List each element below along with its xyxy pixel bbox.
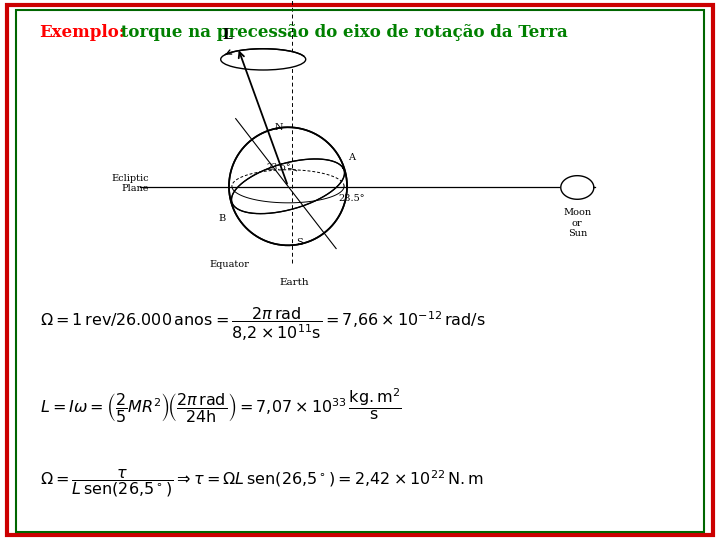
Ellipse shape: [294, 163, 333, 205]
Text: 23.5°: 23.5°: [267, 163, 292, 172]
Text: Equator: Equator: [209, 260, 249, 269]
Text: A: A: [348, 153, 355, 163]
Text: N: N: [275, 123, 284, 132]
Polygon shape: [232, 159, 344, 214]
Text: Moon
or
Sun: Moon or Sun: [563, 208, 591, 238]
Text: S: S: [297, 238, 303, 247]
Text: 23.5°: 23.5°: [338, 194, 365, 203]
Text: Earth: Earth: [279, 278, 309, 287]
Text: Exemplo:: Exemplo:: [40, 24, 125, 41]
Text: torque na precessão do eixo de rotação da Terra: torque na precessão do eixo de rotação d…: [115, 24, 568, 41]
Text: $\Omega = \dfrac{\tau}{L\,\mathrm{sen}(26{,}5^\circ)} \Rightarrow \tau = \Omega : $\Omega = \dfrac{\tau}{L\,\mathrm{sen}(2…: [40, 467, 484, 499]
Text: $\Omega = 1\,\mathrm{rev/26.000\,anos} = \dfrac{2\pi\,\mathrm{rad}}{8{,}2 \times: $\Omega = 1\,\mathrm{rev/26.000\,anos} =…: [40, 305, 485, 343]
Polygon shape: [229, 127, 347, 245]
Ellipse shape: [240, 165, 282, 212]
Ellipse shape: [221, 49, 306, 70]
Text: $L = I\omega = \left(\dfrac{2}{5}MR^2\right)\!\left(\dfrac{2\pi\,\mathrm{rad}}{2: $L = I\omega = \left(\dfrac{2}{5}MR^2\ri…: [40, 386, 401, 425]
Polygon shape: [561, 176, 594, 199]
Text: B: B: [218, 214, 225, 223]
Text: L: L: [222, 28, 232, 42]
Polygon shape: [229, 127, 347, 245]
Text: Ecliptic
Plane: Ecliptic Plane: [112, 174, 149, 193]
